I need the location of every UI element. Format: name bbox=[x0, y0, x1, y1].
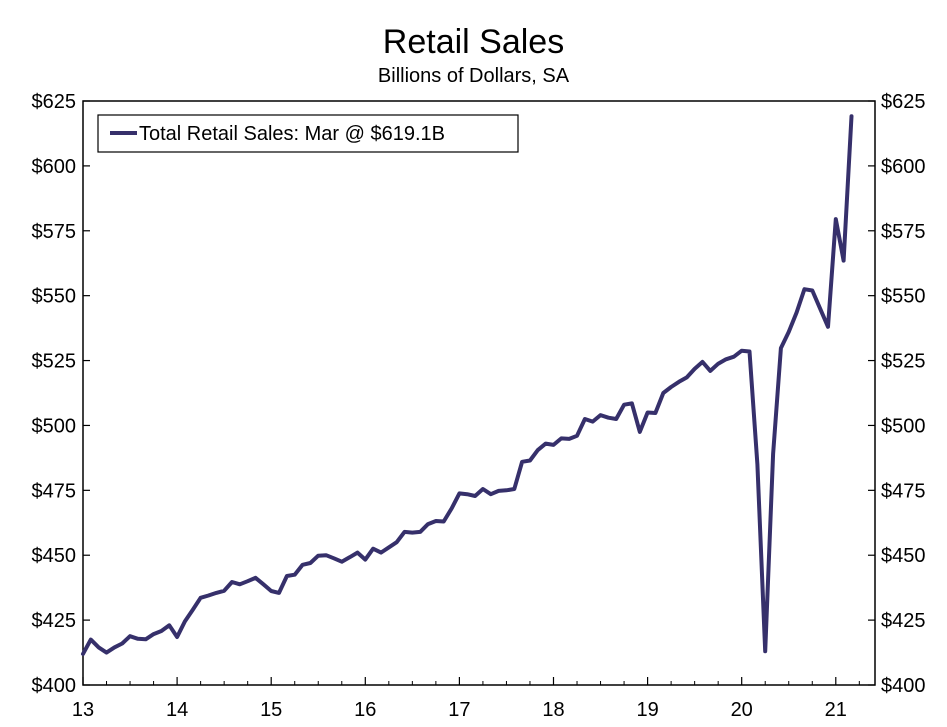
x-tick-label: 20 bbox=[731, 699, 753, 721]
plot-frame bbox=[82, 100, 876, 686]
legend-label: Total Retail Sales: Mar @ $619.1B bbox=[139, 123, 445, 145]
y-tick-label-left: $425 bbox=[32, 610, 77, 632]
x-axis: 13 14 15 16 17 18 19 20 21 bbox=[72, 677, 860, 721]
y-tick-label-right: $500 bbox=[881, 415, 926, 437]
x-tick-label: 15 bbox=[260, 699, 282, 721]
y-tick-label-right: $625 bbox=[881, 91, 926, 113]
y-tick-label-left: $550 bbox=[32, 286, 77, 308]
y-tick-label-right: $425 bbox=[881, 610, 926, 632]
y-tick-label-right: $450 bbox=[881, 545, 926, 567]
series-line-total-retail-sales bbox=[81, 114, 854, 656]
y-tick-label-left: $500 bbox=[32, 415, 77, 437]
y-axis-left: $400 $425 $450 $475 $500 $525 $550 $575 $600 $625 bbox=[32, 91, 90, 697]
x-tick-label: 13 bbox=[72, 699, 94, 721]
y-tick-label-left: $575 bbox=[32, 221, 77, 243]
chart-subtitle: Billions of Dollars, SA bbox=[377, 65, 570, 87]
y-tick-label-right: $575 bbox=[881, 221, 926, 243]
y-tick-label-left: $625 bbox=[32, 91, 77, 113]
y-axis-right: $400 $425 $450 $475 $500 $525 $550 $575 $600 $625 bbox=[868, 91, 926, 697]
legend: Total Retail Sales: Mar @ $619.1B bbox=[97, 114, 519, 153]
y-tick-label-left: $400 bbox=[32, 675, 77, 697]
y-tick-label-left: $525 bbox=[32, 351, 77, 373]
y-tick-label-right: $475 bbox=[881, 480, 926, 502]
y-tick-label-right: $525 bbox=[881, 351, 926, 373]
chart-title: Retail Sales bbox=[382, 23, 565, 61]
legend-box bbox=[97, 114, 519, 153]
y-tick-label-left: $600 bbox=[32, 156, 77, 178]
y-tick-label-right: $600 bbox=[881, 156, 926, 178]
x-tick-label: 18 bbox=[542, 699, 564, 721]
x-tick-label: 16 bbox=[354, 699, 376, 721]
y-tick-label-left: $450 bbox=[32, 545, 77, 567]
y-tick-label-right: $550 bbox=[881, 286, 926, 308]
y-tick-label-left: $475 bbox=[32, 480, 77, 502]
y-tick-label-right: $400 bbox=[881, 675, 926, 697]
x-tick-label: 17 bbox=[448, 699, 470, 721]
x-tick-label: 14 bbox=[166, 699, 188, 721]
x-tick-label: 21 bbox=[825, 699, 847, 721]
x-tick-label: 19 bbox=[636, 699, 658, 721]
